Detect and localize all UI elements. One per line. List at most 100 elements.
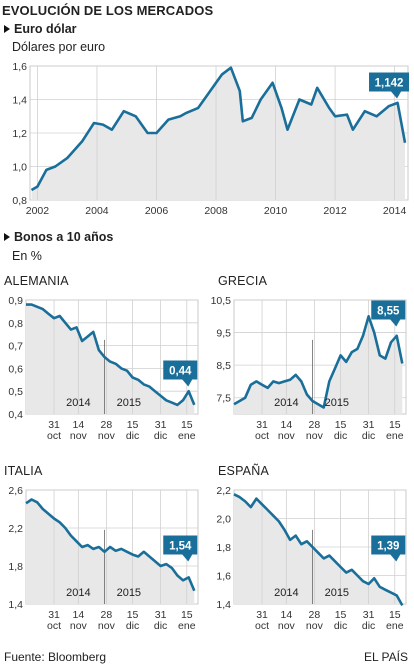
x-tick-label: 31 [256, 609, 268, 621]
x-tick-month-label: ene [178, 430, 196, 442]
year-label: 2015 [117, 397, 141, 409]
series-area [31, 67, 405, 200]
y-tick-label: 1,8 [216, 542, 231, 554]
x-tick-month-label: oct [47, 430, 61, 442]
triangle-bullet-icon [4, 233, 10, 241]
y-tick-label: 0,8 [8, 318, 23, 330]
y-tick-label: 1,4 [216, 599, 231, 611]
x-tick-label: 14 [281, 609, 293, 621]
callout-box [369, 72, 410, 92]
x-tick-label: 28 [309, 419, 321, 431]
series-line [233, 493, 404, 607]
year-label: 2015 [325, 397, 349, 409]
x-tick-month-label: dic [334, 620, 347, 632]
year-label: 2014 [66, 587, 90, 599]
alemania-bond-chart: 0,40,50,60,70,80,931oct14nov28nov15dic31… [8, 295, 199, 442]
euro-heading: Euro dólar [4, 22, 77, 36]
callout-pointer [390, 554, 401, 562]
x-tick-label: 15 [389, 419, 401, 431]
y-tick-label: 1,6 [216, 571, 231, 583]
x-tick-label: 15 [127, 419, 139, 431]
x-tick-month-label: nov [278, 430, 296, 442]
callout-box [163, 535, 198, 555]
x-tick-label: 15 [335, 609, 347, 621]
x-tick-label: 31 [363, 419, 375, 431]
x-tick-month-label: nov [278, 620, 296, 632]
callout-pointer [390, 319, 401, 327]
grecia-label: GRECIA [218, 274, 268, 288]
y-tick-label: 0,9 [8, 295, 23, 307]
x-tick-month-label: nov [70, 620, 88, 632]
y-tick-label: 2,2 [8, 523, 23, 535]
callout-value: 0,44 [169, 366, 192, 378]
bonds-heading: Bonos a 10 años [4, 230, 113, 244]
x-tick-label: 2002 [26, 205, 50, 217]
bonds-heading-text: Bonos a 10 años [14, 230, 114, 244]
triangle-bullet-icon [4, 25, 10, 33]
x-tick-label: 14 [73, 609, 85, 621]
x-tick-month-label: dic [334, 430, 347, 442]
x-tick-label: 31 [363, 609, 375, 621]
x-tick-label: 15 [127, 609, 139, 621]
callout-value: 1,39 [377, 541, 399, 553]
x-tick-month-label: dic [362, 620, 375, 632]
y-tick-label: 0,6 [8, 363, 23, 375]
x-tick-month-label: nov [98, 620, 116, 632]
series-area [26, 499, 195, 604]
euro-subtitle: Dólares por euro [12, 40, 106, 54]
series-area [26, 304, 195, 414]
x-tick-month-label: dic [126, 430, 139, 442]
x-tick-label: 14 [73, 419, 85, 431]
x-tick-month-label: oct [47, 620, 61, 632]
x-tick-label: 31 [256, 419, 268, 431]
x-tick-month-label: nov [70, 430, 88, 442]
series-area [234, 316, 403, 414]
x-tick-month-label: ene [386, 620, 404, 632]
page-title: EVOLUCIÓN DE LOS MERCADOS [2, 3, 214, 18]
x-tick-label: 15 [181, 419, 193, 431]
x-tick-label: 31 [48, 609, 60, 621]
x-tick-label: 15 [335, 419, 347, 431]
year-label: 2014 [274, 397, 298, 409]
callout-pointer [182, 379, 193, 387]
x-tick-month-label: ene [178, 620, 196, 632]
year-label: 2014 [274, 587, 298, 599]
x-tick-label: 2012 [323, 205, 347, 217]
y-tick-label: 0,8 [12, 195, 27, 207]
brand-name: EL PAÍS [363, 650, 408, 664]
callout-value: 1,54 [169, 541, 192, 553]
year-label: 2015 [325, 587, 349, 599]
x-tick-label: 31 [155, 419, 167, 431]
x-tick-month-label: dic [362, 430, 375, 442]
x-tick-label: 2004 [85, 205, 109, 217]
euro-dollar-chart: 0,8 1,0 1,2 1,4 1,6 2002 2004 2006 2008 2010 2012 2… [12, 61, 410, 217]
x-tick-label: 14 [281, 419, 293, 431]
espana-label: ESPAÑA [218, 464, 269, 478]
y-tick-label: 8,5 [216, 360, 231, 372]
x-tick-month-label: nov [306, 430, 324, 442]
y-tick-label: 0,7 [8, 341, 23, 353]
series-line [233, 315, 404, 409]
series-line [26, 303, 196, 407]
x-tick-label: 28 [309, 609, 321, 621]
x-tick-label: 2008 [204, 205, 228, 217]
callout-pointer [182, 554, 193, 562]
y-tick-label: 2,6 [8, 485, 23, 497]
series-line [30, 66, 407, 192]
x-tick-month-label: oct [255, 620, 269, 632]
x-tick-label: 28 [101, 419, 113, 431]
x-tick-label: 2006 [145, 205, 169, 217]
x-tick-label: 31 [48, 419, 60, 431]
y-tick-label: 1,2 [12, 128, 27, 140]
grecia-bond-chart: 7,58,59,510,531oct14nov28nov15dic31dic15… [211, 295, 407, 442]
espana-bond-chart: 1,41,61,82,02,231oct14nov28nov15dic31dic… [216, 485, 407, 632]
x-tick-label: 2014 [383, 205, 407, 217]
series-area [234, 494, 403, 606]
y-tick-label: 1,4 [12, 95, 27, 107]
x-tick-month-label: dic [154, 620, 167, 632]
x-tick-month-label: nov [306, 620, 324, 632]
callout-value: 8,55 [377, 306, 400, 318]
y-tick-label: 0,4 [8, 409, 23, 421]
y-tick-label: 2,0 [216, 514, 231, 526]
alemania-label: ALEMANIA [4, 274, 69, 288]
